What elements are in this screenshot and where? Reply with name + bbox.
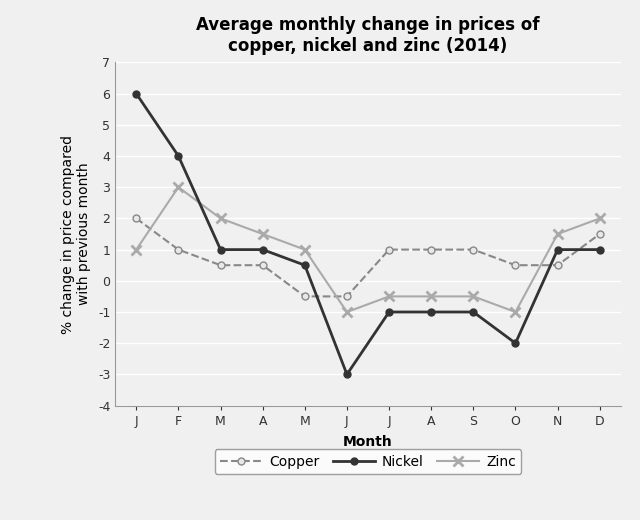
Title: Average monthly change in prices of
copper, nickel and zinc (2014): Average monthly change in prices of copp…	[196, 17, 540, 55]
X-axis label: Month: Month	[343, 435, 393, 449]
Legend: Copper, Nickel, Zinc: Copper, Nickel, Zinc	[214, 449, 522, 474]
Y-axis label: % change in price compared
with previous month: % change in price compared with previous…	[61, 135, 91, 333]
